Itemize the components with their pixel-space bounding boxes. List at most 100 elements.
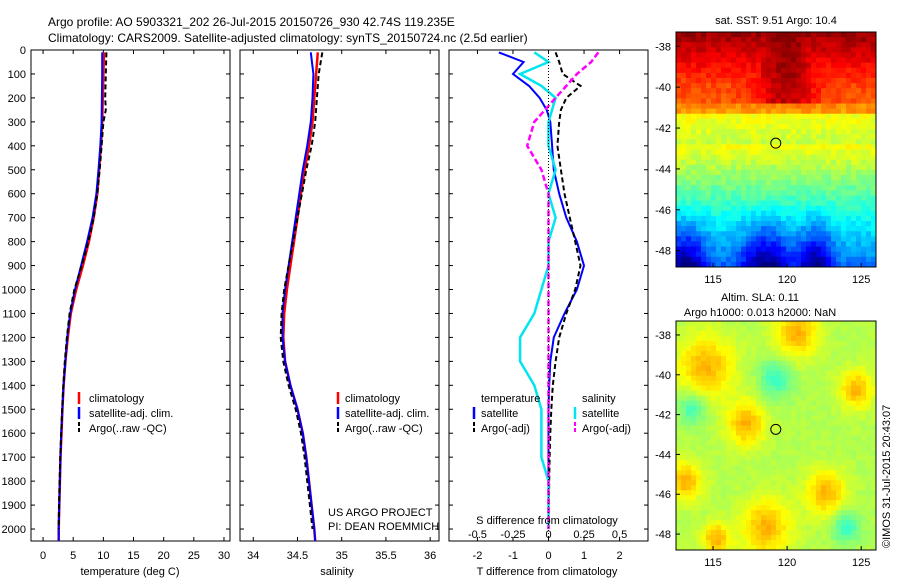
heatmap-cell <box>726 185 732 191</box>
heatmap-cell <box>701 405 707 412</box>
heatmap-cell <box>761 520 767 526</box>
heatmap-cell <box>871 123 876 130</box>
heatmap-cell <box>811 385 817 392</box>
heatmap-cell <box>831 325 837 332</box>
heatmap-cell <box>826 485 832 491</box>
heatmap-cell <box>736 365 742 372</box>
heatmap-cell <box>831 210 837 217</box>
heatmap-cell <box>736 510 742 516</box>
heatmap-cell <box>771 42 777 48</box>
heatmap-cell <box>731 385 737 392</box>
heatmap-cell <box>681 221 687 227</box>
heatmap-cell <box>836 169 842 176</box>
heatmap-cell <box>821 385 827 392</box>
heatmap-cell <box>796 205 802 212</box>
heatmap-cell <box>821 545 827 550</box>
heatmap-cell <box>786 185 792 191</box>
heatmap-cell <box>796 505 802 511</box>
heatmap-cell <box>861 205 867 212</box>
heatmap-cell <box>856 390 862 397</box>
heatmap-cell <box>731 113 737 120</box>
heatmap-cell <box>721 205 727 212</box>
heatmap-cell <box>791 440 797 447</box>
heatmap-cell <box>756 490 762 496</box>
heatmap-cell <box>756 410 762 417</box>
heatmap-cell <box>741 385 747 392</box>
heatmap-cell <box>846 375 852 382</box>
heatmap-cell <box>751 410 757 417</box>
heatmap-cell <box>741 164 747 171</box>
heatmap-cell <box>861 360 867 367</box>
heatmap-cell <box>681 455 687 461</box>
heatmap-cell <box>806 450 812 457</box>
heatmap-cell <box>841 430 847 437</box>
heatmap-cell <box>856 52 862 59</box>
heatmap-cell <box>776 525 782 531</box>
y-tick-label: 1200 <box>2 332 26 344</box>
heatmap-cell <box>846 200 852 207</box>
heatmap-cell <box>681 440 687 447</box>
heatmap-cell <box>681 465 687 471</box>
heatmap-cell <box>841 370 847 377</box>
heatmap-cell <box>856 246 862 253</box>
heatmap-cell <box>691 490 697 496</box>
heatmap-cell <box>806 205 812 212</box>
heatmap-cell <box>726 37 732 43</box>
heatmap-cell <box>746 380 752 387</box>
heatmap-cell <box>821 175 827 181</box>
heatmap-cell <box>806 169 812 176</box>
heatmap-cell <box>706 42 712 48</box>
heatmap-cell <box>736 57 742 64</box>
heatmap-cell <box>711 490 717 496</box>
lat-tick-label: -46 <box>655 205 671 217</box>
heatmap-cell <box>731 340 737 347</box>
heatmap-cell <box>701 410 707 417</box>
heatmap-cell <box>846 88 852 94</box>
heatmap-cell <box>756 134 762 140</box>
heatmap-cell <box>821 77 827 84</box>
heatmap-cell <box>736 62 742 69</box>
heatmap-cell <box>786 500 792 506</box>
heatmap-cell <box>826 470 832 476</box>
heatmap-cell <box>806 180 812 186</box>
heatmap-cell <box>711 180 717 186</box>
heatmap-cell <box>821 360 827 367</box>
heatmap-cell <box>761 37 767 43</box>
sla-map: Altim. SLA: 0.11 Argo h1000: 0.013 h2000… <box>655 292 877 569</box>
heatmap-cell <box>791 139 797 145</box>
heatmap-cell <box>691 231 697 237</box>
heatmap-cell <box>801 226 807 232</box>
heatmap-cell <box>776 475 782 481</box>
heatmap-cell <box>836 37 842 43</box>
heatmap-cell <box>741 480 747 486</box>
heatmap-cell <box>796 215 802 222</box>
heatmap-cell <box>831 215 837 222</box>
heatmap-cell <box>731 470 737 476</box>
heatmap-cell <box>701 180 707 186</box>
lat-tick-label: -42 <box>655 410 671 422</box>
legend-label-climatology: climatology <box>89 393 145 405</box>
heatmap-cell <box>811 195 817 202</box>
heatmap-cell <box>686 355 692 362</box>
heatmap-cell <box>691 32 697 38</box>
heatmap-cell <box>786 88 792 94</box>
heatmap-cell <box>721 256 727 263</box>
heatmap-cell <box>811 480 817 486</box>
heatmap-cell <box>716 42 722 48</box>
heatmap-cell <box>716 535 722 541</box>
heatmap-cell <box>851 455 857 461</box>
heatmap-cell <box>821 32 827 38</box>
heatmap-cell <box>731 475 737 481</box>
heatmap-cell <box>816 175 822 181</box>
heatmap-cell <box>821 154 827 161</box>
heatmap-cell <box>816 420 822 427</box>
heatmap-cell <box>746 515 752 521</box>
heatmap-cell <box>701 540 707 546</box>
heatmap-cell <box>821 495 827 501</box>
heatmap-cell <box>846 470 852 476</box>
heatmap-cell <box>776 210 782 217</box>
heatmap-cell <box>871 455 876 461</box>
heatmap-cell <box>716 525 722 531</box>
heatmap-cell <box>681 67 687 74</box>
heatmap-cell <box>861 67 867 74</box>
